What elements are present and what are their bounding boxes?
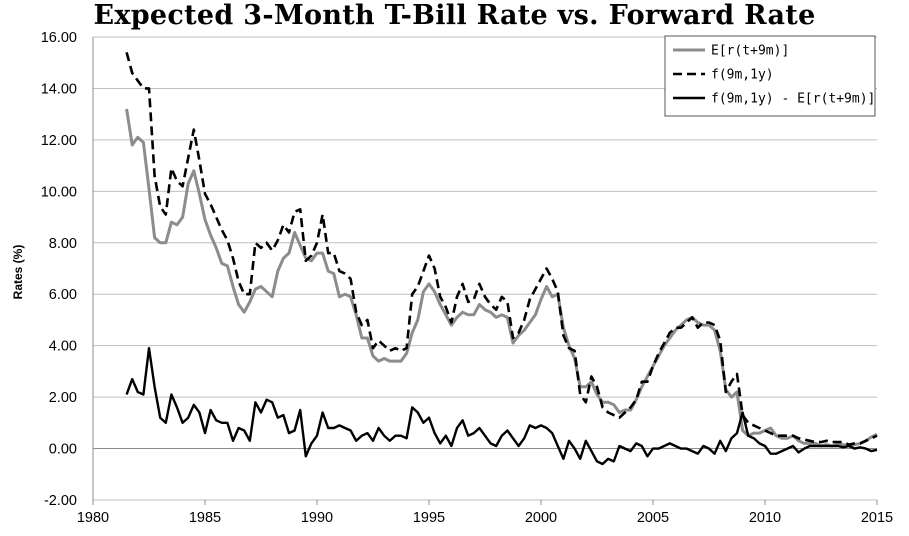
y-tick-label: 12.00	[41, 133, 77, 149]
x-tick-label: 2000	[525, 510, 557, 526]
axes: -2.00 0.00 2.00 4.00 6.00 8.00 10.00 12.00 14.00…	[41, 30, 893, 526]
legend-label-3: f(9m,1y) - E[r(t+9m)]	[711, 92, 875, 107]
chart-title: Expected 3-Month T-Bill Rate vs. Forward…	[93, 0, 816, 31]
series-lines	[125, 52, 878, 466]
y-tick-label: 4.00	[49, 339, 77, 355]
x-tick-label: 2010	[749, 510, 781, 526]
y-tick-label: 14.00	[41, 81, 77, 97]
series-line-2	[125, 52, 878, 446]
y-tick-label: 2.00	[49, 390, 77, 406]
y-tick-label: 16.00	[41, 30, 77, 46]
x-tick-label: 1985	[189, 510, 221, 526]
y-tick-label: 0.00	[49, 442, 77, 458]
x-tick-label: 1995	[413, 510, 445, 526]
y-tick-label: -2.00	[44, 493, 77, 509]
legend-label-1: E[r(t+9m)]	[711, 44, 789, 59]
x-tick-label: 2005	[637, 510, 669, 526]
y-axis-label: Rates (%)	[11, 245, 25, 300]
series-line-3	[125, 347, 878, 466]
y-tick-label: 10.00	[41, 184, 77, 200]
x-tick-label: 1980	[77, 510, 109, 526]
legend: E[r(t+9m)] f(9m,1y) f(9m,1y) - E[r(t+9m)]	[664, 35, 876, 117]
series-line-1	[125, 108, 878, 448]
x-tick-label: 2015	[861, 510, 893, 526]
x-tick-label: 1990	[301, 510, 333, 526]
y-tick-label: 6.00	[49, 287, 77, 303]
legend-label-2: f(9m,1y)	[711, 68, 774, 83]
y-tick-label: 8.00	[49, 236, 77, 252]
